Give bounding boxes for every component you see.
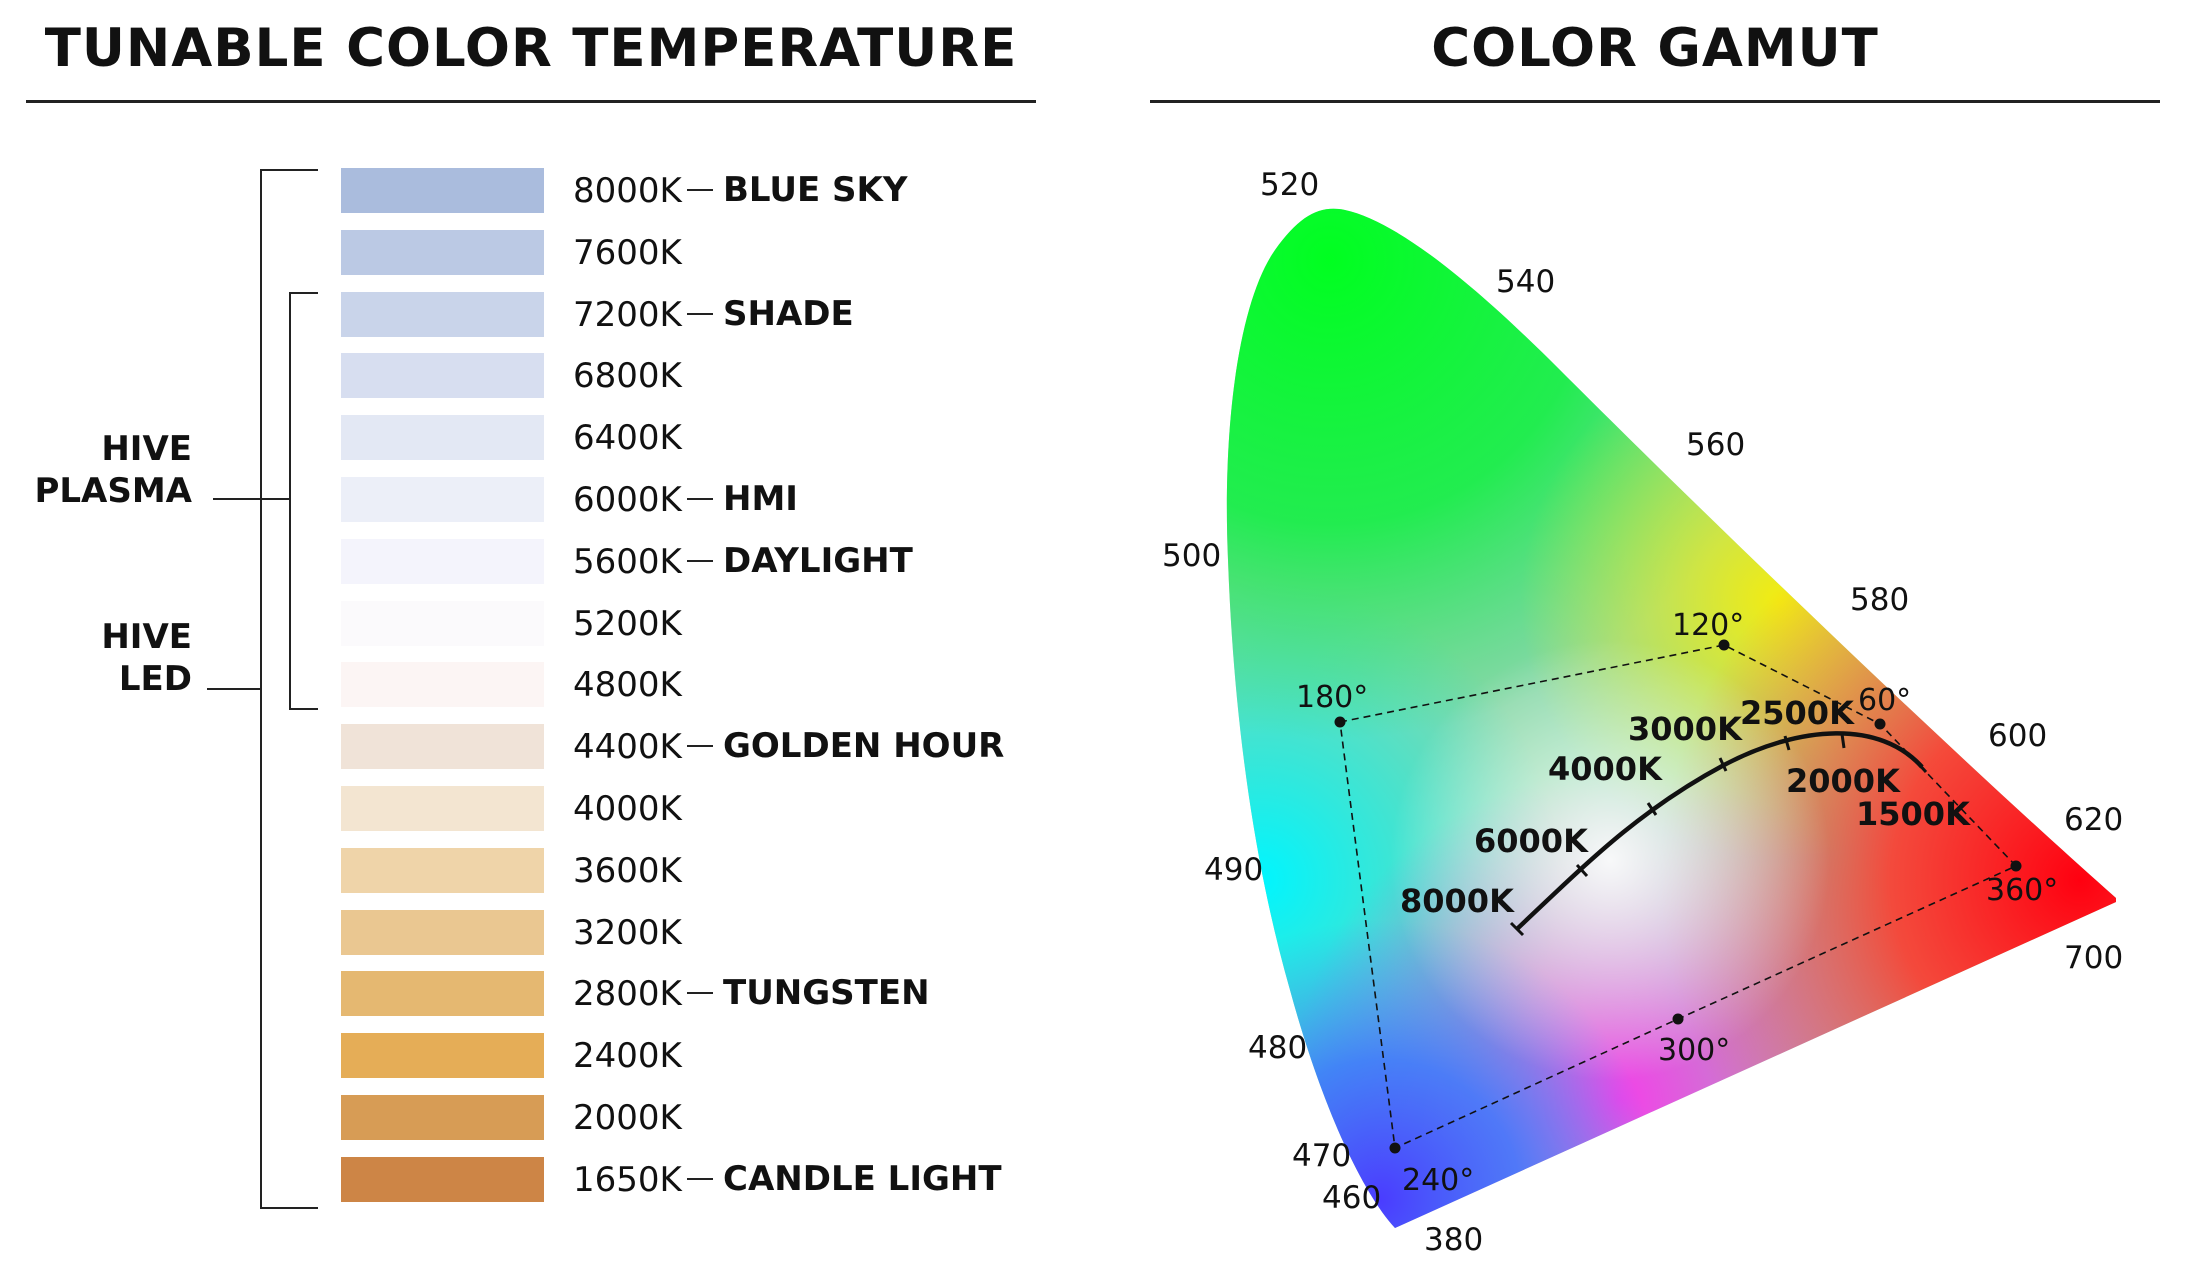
label-dash bbox=[687, 189, 713, 191]
color-swatch-4800k bbox=[341, 662, 544, 708]
temperature-name-label: BLUE SKY bbox=[723, 170, 908, 210]
kelvin-label: 6400K bbox=[573, 418, 682, 459]
color-swatch-4400k bbox=[341, 724, 544, 770]
hive-plasma-bracket bbox=[289, 292, 318, 710]
color-swatch-2400k bbox=[341, 1033, 544, 1079]
locus-label: 8000K bbox=[1400, 882, 1515, 920]
wavelength-label: 540 bbox=[1496, 264, 1555, 300]
locus-label: 1500K bbox=[1856, 795, 1971, 833]
color-swatch-2000k bbox=[341, 1095, 544, 1140]
hue-angle-label: 180° bbox=[1296, 680, 1368, 715]
hue-point-360 bbox=[2010, 860, 2022, 872]
temperature-name-label: TUNGSTEN bbox=[723, 973, 930, 1014]
wavelength-label: 560 bbox=[1686, 427, 1745, 463]
wavelength-label: 580 bbox=[1850, 582, 1909, 618]
label-dash bbox=[687, 745, 713, 748]
color-swatch-1650k bbox=[341, 1156, 544, 1202]
wavelength-label: 470 bbox=[1292, 1138, 1351, 1174]
label-dash bbox=[687, 992, 713, 995]
locus-label: 2500K bbox=[1740, 694, 1855, 732]
locus-tick-marks bbox=[1509, 733, 1928, 937]
wavelength-labels: 520 540 560 580 600 620 700 500 490 480 … bbox=[1162, 167, 2123, 1258]
hive-led-label: HIVE LED bbox=[101, 617, 192, 699]
color-temperature-list: 8000K BLUE SKY 7600K 7200K SHADE 6800K 6400K 60… bbox=[0, 0, 1060, 1282]
kelvin-label: 7200K bbox=[573, 294, 682, 335]
kelvin-label: 7600K bbox=[573, 232, 682, 273]
color-swatch-2800k bbox=[341, 971, 544, 1017]
label-dash bbox=[687, 312, 713, 315]
kelvin-label: 2000K bbox=[573, 1098, 682, 1138]
color-swatch-6000k bbox=[341, 477, 544, 522]
locus-label: 2000K bbox=[1786, 762, 1901, 800]
wavelength-label: 520 bbox=[1260, 167, 1319, 203]
color-swatch-6400k bbox=[341, 415, 544, 461]
wavelength-label: 490 bbox=[1204, 852, 1263, 888]
locus-label: 3000K bbox=[1628, 710, 1743, 748]
kelvin-label: 5600K bbox=[573, 541, 682, 582]
hue-point-120 bbox=[1718, 639, 1730, 651]
hue-angle-label: 240° bbox=[1402, 1163, 1474, 1198]
wavelength-label: 620 bbox=[2064, 802, 2123, 838]
color-swatch-4000k bbox=[341, 786, 544, 831]
temperature-name-label: SHADE bbox=[723, 293, 854, 334]
gamut-color-fill bbox=[1226, 208, 2116, 1228]
kelvin-label: 4800K bbox=[573, 665, 682, 706]
kelvin-label: 8000K bbox=[573, 171, 682, 211]
kelvin-label: 6000K bbox=[573, 480, 682, 520]
hue-point-60 bbox=[1874, 718, 1886, 730]
color-swatch-7200k bbox=[341, 291, 544, 337]
temperature-name-label: DAYLIGHT bbox=[723, 540, 913, 581]
color-gamut-title: COLOR GAMUT bbox=[1431, 18, 1879, 79]
right-title-divider bbox=[1150, 100, 2160, 103]
hive-led-bracket bbox=[260, 169, 318, 1209]
hue-angle-label: 60° bbox=[1858, 683, 1911, 718]
temperature-name-label: HMI bbox=[723, 479, 798, 519]
locus-label: 4000K bbox=[1548, 750, 1663, 788]
kelvin-label: 1650K bbox=[573, 1159, 682, 1200]
kelvin-label: 5200K bbox=[573, 603, 682, 644]
kelvin-label: 2800K bbox=[573, 974, 682, 1015]
kelvin-label: 4000K bbox=[573, 789, 682, 829]
color-swatch-5200k bbox=[341, 600, 544, 646]
wavelength-label: 500 bbox=[1162, 538, 1221, 574]
hive-plasma-connector bbox=[213, 498, 289, 500]
kelvin-label: 2400K bbox=[573, 1036, 682, 1077]
cie-chromaticity-diagram: 520 540 560 580 600 620 700 500 490 480 … bbox=[1162, 167, 2123, 1258]
wavelength-label: 480 bbox=[1248, 1030, 1307, 1066]
tunable-color-temperature-title: TUNABLE COLOR TEMPERATURE bbox=[44, 18, 1018, 79]
hue-angle-label: 120° bbox=[1672, 608, 1744, 643]
kelvin-label: 4400K bbox=[573, 727, 682, 768]
hive-plasma-label: HIVE PLASMA bbox=[34, 429, 192, 511]
color-swatch-3600k bbox=[341, 847, 544, 893]
left-title-divider bbox=[26, 100, 1036, 103]
label-dash bbox=[687, 1177, 713, 1180]
kelvin-label: 3200K bbox=[573, 912, 682, 953]
wavelength-label: 600 bbox=[1988, 718, 2047, 754]
hue-point-180 bbox=[1334, 716, 1346, 728]
hue-point-markers bbox=[1334, 639, 2022, 1154]
temperature-name-label: GOLDEN HOUR bbox=[723, 726, 1005, 767]
color-swatch-3200k bbox=[341, 909, 544, 955]
hue-angle-label: 300° bbox=[1658, 1033, 1730, 1068]
hue-point-300 bbox=[1672, 1013, 1684, 1025]
label-dash bbox=[687, 559, 713, 562]
wavelength-label: 460 bbox=[1322, 1180, 1381, 1216]
color-temperature-locus-labels: 8000K 6000K 4000K 3000K 2500K 2000K 1500… bbox=[1400, 694, 1971, 920]
label-dash bbox=[687, 498, 713, 500]
temperature-name-label: CANDLE LIGHT bbox=[723, 1158, 1002, 1199]
kelvin-label: 6800K bbox=[573, 356, 682, 397]
hue-point-240 bbox=[1389, 1142, 1401, 1154]
hive-led-connector bbox=[207, 688, 260, 690]
color-swatch-7600k bbox=[341, 229, 544, 275]
hue-angle-labels: 120° 60° 180° 360° 300° 240° bbox=[1296, 608, 2058, 1198]
color-swatch-8000k bbox=[341, 168, 544, 213]
color-swatch-5600k bbox=[341, 538, 544, 584]
kelvin-label: 3600K bbox=[573, 850, 682, 891]
locus-label: 6000K bbox=[1474, 822, 1589, 860]
wavelength-label: 380 bbox=[1424, 1222, 1483, 1258]
hue-angle-label: 360° bbox=[1986, 873, 2058, 908]
wavelength-label: 700 bbox=[2064, 940, 2123, 976]
color-swatch-6800k bbox=[341, 353, 544, 399]
